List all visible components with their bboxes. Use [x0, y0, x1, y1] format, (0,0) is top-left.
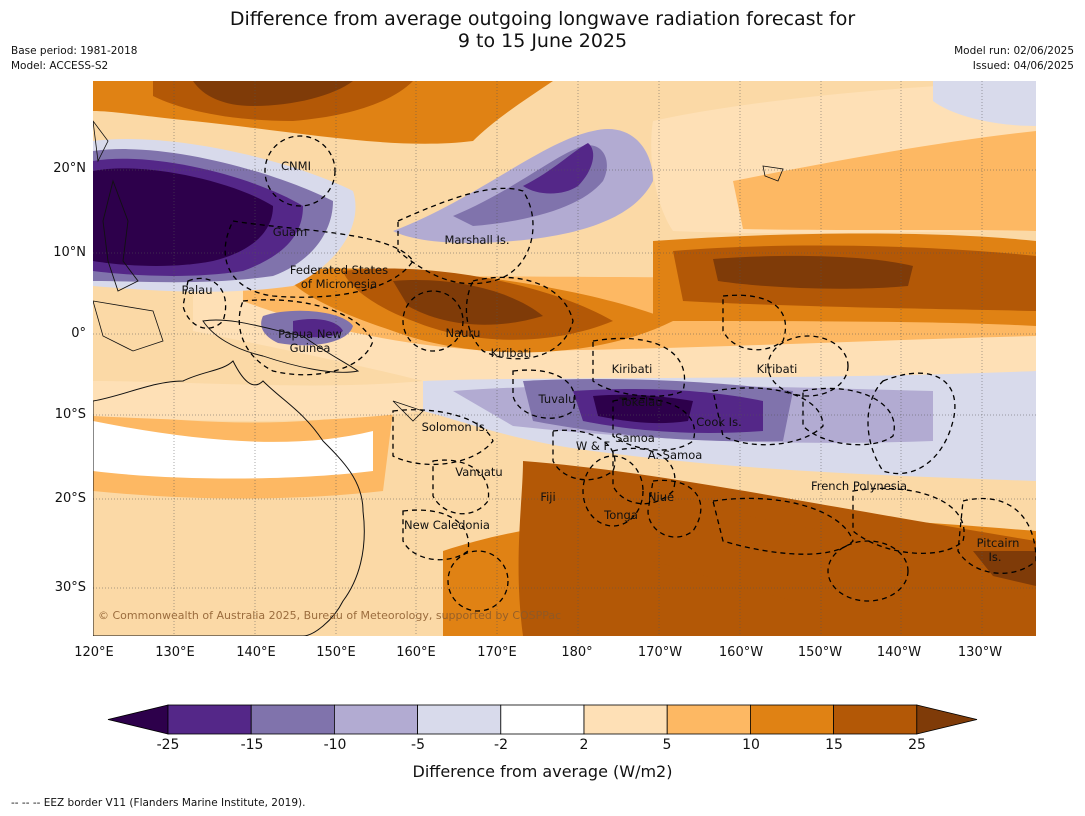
lon-label-160w: 160°W [718, 645, 764, 660]
colorbar-extend-low [107, 704, 169, 735]
lon-label-170e: 170°E [477, 645, 517, 660]
place-french-polynesia: French Polynesia [810, 479, 908, 493]
place-tuvalu: Tuvalu [538, 392, 576, 406]
place-kiribati-3: Kiribati [756, 362, 798, 376]
forecast-map: CNMI Guam Marshall Is. Federated States … [93, 81, 1036, 636]
meta-left: Base period: 1981-2018 Model: ACCESS-S2 [11, 44, 137, 74]
copyright-notice: © Commonwealth of Australia 2025, Bureau… [98, 609, 562, 622]
place-vanuatu: Vanuatu [455, 465, 503, 479]
cbar-tick-15: 15 [825, 737, 843, 753]
place-niue: Niue [647, 490, 675, 504]
place-marshall-is: Marshall Is. [444, 233, 510, 247]
lon-label-120e: 120°E [74, 645, 114, 660]
lon-label-180: 180° [561, 645, 593, 660]
title-line-2: 9 to 15 June 2025 [457, 30, 628, 52]
cbar-tick-10: 10 [742, 737, 760, 753]
colorbar-cell [833, 704, 918, 735]
colorbar-cell [167, 704, 252, 735]
place-new-caledonia: New Caledonia [404, 518, 490, 532]
place-png-2: Guinea [289, 341, 331, 355]
eez-legend-note: -- -- -- EEZ border V11 (Flanders Marine… [11, 797, 306, 809]
place-tokelau: Tokelau [619, 395, 663, 409]
cbar-tick-minus25: -25 [156, 737, 180, 753]
lon-label-140e: 140°E [236, 645, 276, 660]
place-pitcairn-2: Is. [988, 550, 1002, 564]
place-palau: Palau [181, 283, 213, 297]
anomaly-field [93, 81, 1036, 636]
place-kiribati-1: Kiribati [490, 346, 532, 360]
colorbar-cell [666, 704, 751, 735]
chart-title: Difference from average outgoing longwav… [0, 8, 1085, 52]
base-period: Base period: 1981-2018 [11, 45, 138, 57]
lat-label-0: 0° [71, 326, 86, 341]
colorbar-title: Difference from average (W/m2) [412, 762, 673, 781]
meta-right: Model run: 02/06/2025 Issued: 04/06/2025 [954, 44, 1074, 74]
issued-date: Issued: 04/06/2025 [972, 60, 1074, 72]
lon-label-170w: 170°W [637, 645, 683, 660]
cbar-tick-25: 25 [908, 737, 926, 753]
place-cook-is: Cook Is. [696, 415, 742, 429]
colorbar-extend-high [916, 704, 978, 735]
colorbar-cell [750, 704, 835, 735]
lat-label-30s: 30°S [54, 580, 86, 595]
lon-label-150w: 150°W [797, 645, 843, 660]
lat-label-20n: 20°N [53, 161, 86, 176]
cbar-tick-minus2: -2 [494, 737, 508, 753]
place-fiji: Fiji [540, 490, 556, 504]
place-micronesia-1: Federated States [289, 263, 389, 277]
colorbar [107, 704, 978, 735]
lat-label-20s: 20°S [54, 491, 86, 506]
colorbar-cell [250, 704, 335, 735]
place-kiribati-2: Kiribati [611, 362, 653, 376]
title-line-1: Difference from average outgoing longwav… [229, 8, 856, 30]
place-micronesia-2: of Micronesia [300, 277, 378, 291]
place-cnmi: CNMI [281, 159, 311, 173]
lon-label-160e: 160°E [396, 645, 436, 660]
colorbar-cell [500, 704, 585, 735]
lon-label-130e: 130°E [155, 645, 195, 660]
place-nauru: Nauru [445, 326, 481, 340]
place-png-1: Papua New [278, 327, 342, 341]
place-samoa: Samoa [615, 431, 655, 445]
model-run: Model run: 02/06/2025 [954, 45, 1074, 57]
lon-label-130w: 130°W [957, 645, 1003, 660]
place-solomon-is: Solomon Is. [421, 420, 489, 434]
place-pitcairn-1: Pitcairn [976, 536, 1020, 550]
cbar-tick-minus15: -15 [240, 737, 264, 753]
colorbar-cell [417, 704, 502, 735]
cbar-tick-minus5: -5 [411, 737, 425, 753]
place-american-samoa: A. Samoa [647, 448, 703, 462]
lon-label-140w: 140°W [876, 645, 922, 660]
cbar-tick-minus10: -10 [323, 737, 347, 753]
place-wallis-futuna: W & F [575, 439, 611, 453]
colorbar-cell [333, 704, 418, 735]
lat-label-10s: 10°S [54, 407, 86, 422]
place-guam: Guam [272, 225, 308, 239]
cbar-tick-5: 5 [662, 737, 672, 753]
place-tonga: Tonga [604, 508, 638, 522]
cbar-tick-2: 2 [579, 737, 589, 753]
model-name: Model: ACCESS-S2 [11, 60, 109, 72]
lat-label-10n: 10°N [53, 245, 86, 260]
colorbar-cell [583, 704, 668, 735]
lon-label-150e: 150°E [316, 645, 356, 660]
